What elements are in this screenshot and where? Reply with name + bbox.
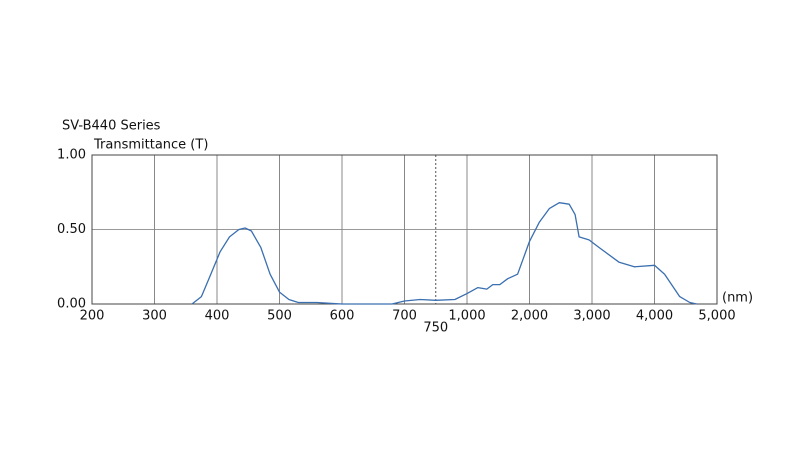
y-tick-label: 1.00 (57, 148, 86, 163)
x-tick-label: 500 (267, 309, 292, 324)
x-tick-label: 2,000 (511, 309, 548, 324)
x-tick-label: 700 (392, 309, 417, 324)
plot-frame (91, 154, 718, 305)
x-tick-label: 1,000 (448, 309, 485, 324)
x-tick-label: 750 (423, 321, 448, 336)
x-tick-label: 3,000 (573, 309, 610, 324)
x-tick-label: 600 (330, 309, 355, 324)
x-tick-label: 4,000 (636, 309, 673, 324)
y-tick-label: 0.50 (57, 222, 86, 237)
transmittance-line (191, 202, 697, 305)
y-axis-label: Transmittance (T) (93, 138, 208, 153)
x-unit-label: (nm) (722, 291, 753, 306)
chart-title: SV-B440 Series (62, 119, 161, 134)
x-tick-label: 400 (205, 309, 230, 324)
x-tick-label: 200 (80, 309, 105, 324)
x-tick-label: 300 (142, 309, 167, 324)
y-tick-label: 0.00 (57, 297, 86, 312)
x-tick-label: 5,000 (698, 309, 735, 324)
